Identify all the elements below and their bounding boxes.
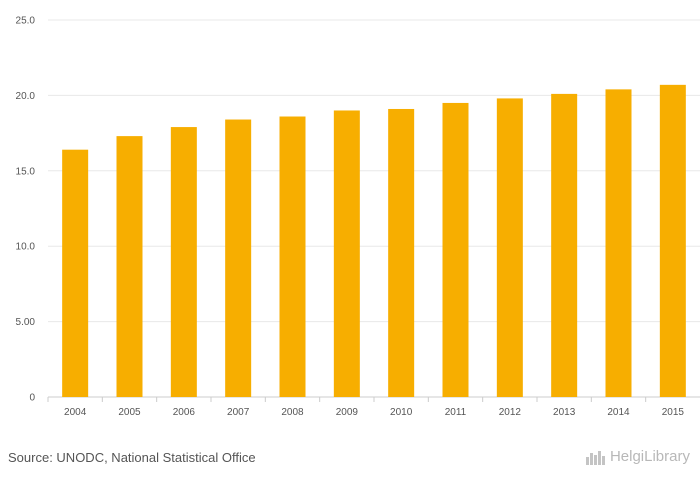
gridlines [48,19,700,398]
helgi-library-logo[interactable]: HelgiLibrary [585,448,690,465]
x-tick-label: 2011 [445,407,467,418]
bar-2004[interactable] [62,149,89,397]
source-note: Source: UNODC, National Statistical Offi… [8,450,256,465]
x-tick-label: 2006 [173,407,196,418]
bar-2009[interactable] [333,110,360,397]
y-tick-label: 5.00 [16,317,36,328]
bar-2014[interactable] [605,89,632,398]
x-tick-label: 2008 [281,407,304,418]
library-buildings-icon [585,450,605,465]
y-axis: 0 5.00 10.0 15.0 20.0 25.0 [16,16,36,404]
y-tick-label: 20.0 [16,91,36,102]
x-tick-label: 2015 [662,407,685,418]
x-tick-label: 2007 [227,407,250,418]
bar-2010[interactable] [388,108,415,398]
x-axis: 2004 2005 2006 2007 2008 2009 2010 2011 2012 2013… [47,397,685,418]
bar-2013[interactable] [551,93,578,397]
y-tick-label: 15.0 [16,166,36,177]
x-tick-label: 2009 [336,407,359,418]
brand-name: HelgiLibrary [609,448,690,465]
y-tick-label: 10.0 [16,242,36,253]
bar-2005[interactable] [116,136,143,397]
footer: Source: UNODC, National Statistical Offi… [0,440,700,483]
bar-2006[interactable] [170,127,197,398]
bar-2015[interactable] [659,84,686,398]
y-tick-label: 0 [29,393,35,404]
x-tick-label: 2010 [390,407,413,418]
x-tick-label: 2012 [499,407,522,418]
x-tick-label: 2004 [64,407,87,418]
x-tick-label: 2013 [553,407,576,418]
bar-2007[interactable] [225,119,252,397]
x-tick-label: 2005 [118,407,141,418]
y-tick-label: 25.0 [16,16,36,27]
bar-2008[interactable] [279,116,306,398]
bar-2012[interactable] [496,98,523,397]
bar-2011[interactable] [442,102,469,397]
bars [62,84,686,398]
x-tick-label: 2014 [607,407,630,418]
